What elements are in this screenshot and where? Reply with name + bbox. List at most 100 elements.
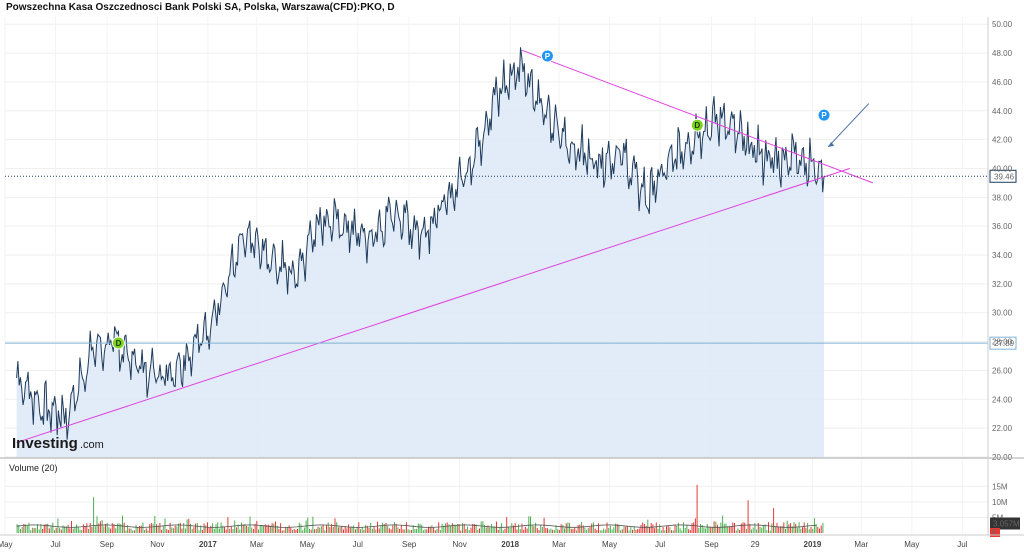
x-axis[interactable]: May Jul Sep Nov 2017 Mar May Jul Sep Nov 2018 Mar Ma… xyxy=(0,540,968,549)
volume-bar xyxy=(326,525,327,533)
volume-bar xyxy=(511,523,513,533)
volume-bar xyxy=(181,528,183,533)
volume-bar xyxy=(570,528,572,533)
volume-bar xyxy=(603,528,605,533)
y-tick-label: 42.00 xyxy=(992,136,1013,145)
volume-bar xyxy=(728,526,730,533)
x-tick-label: May xyxy=(300,540,315,549)
price-y-axis[interactable]: 20.0022.0024.0026.0028.0030.0032.0034.00… xyxy=(987,17,1013,462)
volume-bar xyxy=(717,524,718,533)
volume-bar xyxy=(64,526,66,533)
volume-bar xyxy=(805,527,807,533)
volume-bar xyxy=(638,528,640,533)
volume-bar xyxy=(720,522,722,533)
volume-bar xyxy=(604,529,606,533)
volume-bar xyxy=(242,524,244,533)
volume-bar xyxy=(701,525,703,533)
volume-bar xyxy=(382,522,384,533)
dividend-marker-label: D xyxy=(116,339,122,348)
y-tick-label: 38.00 xyxy=(992,193,1013,202)
volume-bar xyxy=(462,523,463,533)
volume-bar xyxy=(111,523,113,533)
volume-bar xyxy=(601,530,603,533)
volume-bar xyxy=(693,522,695,533)
volume-bar xyxy=(84,526,86,533)
volume-bar xyxy=(210,525,212,533)
vol-zero-tag xyxy=(990,528,1000,537)
volume-bar xyxy=(60,529,62,533)
volume-bar xyxy=(754,523,756,533)
volume-bar xyxy=(261,525,263,533)
volume-bar xyxy=(222,525,224,533)
volume-bar xyxy=(808,529,810,533)
volume-bar xyxy=(711,527,713,533)
vol-tick-label: 15M xyxy=(992,482,1008,491)
x-tick-label: Sep xyxy=(704,540,719,549)
volume-bar xyxy=(186,519,188,533)
volume-bar xyxy=(293,529,295,533)
volume-bar xyxy=(130,528,132,533)
volume-bar xyxy=(16,524,18,533)
volume-bar xyxy=(436,529,438,533)
volume-bar xyxy=(417,523,419,533)
current-price-label: 39.46 xyxy=(994,172,1015,181)
volume-bar xyxy=(501,523,503,533)
volume-bar xyxy=(225,529,227,533)
volume-bar xyxy=(166,529,168,533)
volume-bar xyxy=(123,522,125,533)
volume-bar xyxy=(96,516,98,533)
volume-bar xyxy=(609,525,611,533)
volume-bar xyxy=(587,528,589,533)
volume-bar xyxy=(649,527,650,533)
volume-bar xyxy=(286,527,288,533)
volume-bar xyxy=(125,530,127,533)
volume-bar xyxy=(258,529,259,533)
volume-bar xyxy=(40,523,42,533)
volume-bar xyxy=(419,523,421,533)
volume-bar xyxy=(558,530,560,533)
volume-bar xyxy=(822,522,824,533)
volume-bar xyxy=(535,522,537,533)
trendline xyxy=(521,49,874,184)
volume-bar xyxy=(188,518,190,533)
volume-bar xyxy=(99,521,101,533)
volume-bar xyxy=(450,525,452,533)
volume-bar xyxy=(679,528,681,533)
volume-bar xyxy=(577,524,579,533)
volume-bar xyxy=(327,522,329,533)
volume-bar xyxy=(538,530,540,533)
volume-bar xyxy=(615,523,616,533)
volume-bar xyxy=(509,528,511,533)
logo-main: Investing xyxy=(12,435,78,452)
volume-bar xyxy=(28,522,30,533)
volume-bar xyxy=(264,524,266,533)
volume-bar xyxy=(377,521,378,533)
volume-bar xyxy=(351,526,353,533)
volume-bar xyxy=(744,522,746,533)
volume-bar xyxy=(422,530,424,533)
volume-bar xyxy=(161,529,163,533)
y-tick-label: 46.00 xyxy=(992,78,1013,87)
volume-bar xyxy=(618,524,620,533)
volume-bar xyxy=(555,525,557,533)
volume-bar xyxy=(489,527,491,533)
volume-bar xyxy=(766,530,768,533)
volume-bar xyxy=(251,527,253,533)
volume-bar xyxy=(220,522,222,533)
volume-bar xyxy=(392,525,394,533)
volume-bar xyxy=(378,528,380,533)
volume-bar xyxy=(640,524,642,533)
volume-bar xyxy=(477,529,479,533)
volume-bar xyxy=(115,528,117,533)
volume-bar xyxy=(541,527,543,533)
volume-bar xyxy=(723,523,725,533)
pattern-marker xyxy=(540,49,554,63)
volume-bar xyxy=(645,525,647,533)
volume-bar xyxy=(48,528,50,533)
volume-bar xyxy=(232,529,234,533)
volume-bar xyxy=(285,527,287,533)
volume-bar xyxy=(235,527,237,533)
level-price-tag xyxy=(989,336,1017,350)
y-tick-label: 36.00 xyxy=(992,222,1013,231)
